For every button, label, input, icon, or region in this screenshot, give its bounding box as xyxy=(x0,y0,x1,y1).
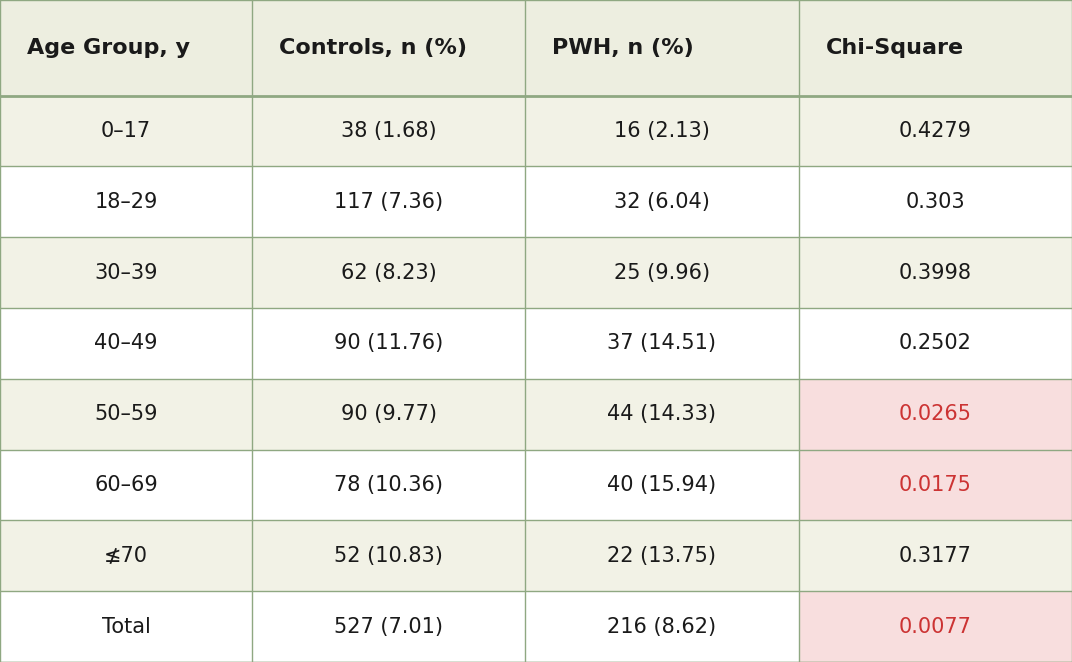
FancyBboxPatch shape xyxy=(525,449,799,520)
FancyBboxPatch shape xyxy=(252,237,525,308)
Text: 0.0077: 0.0077 xyxy=(899,616,971,637)
Text: Chi-Square: Chi-Square xyxy=(825,38,964,58)
FancyBboxPatch shape xyxy=(525,308,799,379)
Text: 0.303: 0.303 xyxy=(906,192,965,212)
FancyBboxPatch shape xyxy=(525,166,799,237)
Text: 78 (10.36): 78 (10.36) xyxy=(334,475,443,495)
FancyBboxPatch shape xyxy=(799,449,1072,520)
Text: 37 (14.51): 37 (14.51) xyxy=(608,334,716,354)
Text: 0.3177: 0.3177 xyxy=(899,545,971,566)
Text: 22 (13.75): 22 (13.75) xyxy=(608,545,716,566)
FancyBboxPatch shape xyxy=(0,237,252,308)
Text: 52 (10.83): 52 (10.83) xyxy=(334,545,443,566)
Text: PWH, n (%): PWH, n (%) xyxy=(552,38,694,58)
FancyBboxPatch shape xyxy=(0,449,252,520)
FancyBboxPatch shape xyxy=(525,0,799,95)
Text: 16 (2.13): 16 (2.13) xyxy=(614,121,710,141)
FancyBboxPatch shape xyxy=(252,166,525,237)
FancyBboxPatch shape xyxy=(0,95,252,166)
Text: 60–69: 60–69 xyxy=(94,475,158,495)
FancyBboxPatch shape xyxy=(0,379,252,449)
Text: 0.2502: 0.2502 xyxy=(899,334,971,354)
FancyBboxPatch shape xyxy=(0,0,252,95)
FancyBboxPatch shape xyxy=(0,520,252,591)
FancyBboxPatch shape xyxy=(252,95,525,166)
Text: Controls, n (%): Controls, n (%) xyxy=(279,38,466,58)
Text: 90 (9.77): 90 (9.77) xyxy=(341,404,436,424)
Text: 90 (11.76): 90 (11.76) xyxy=(334,334,443,354)
FancyBboxPatch shape xyxy=(525,95,799,166)
FancyBboxPatch shape xyxy=(525,237,799,308)
Text: 117 (7.36): 117 (7.36) xyxy=(334,192,443,212)
FancyBboxPatch shape xyxy=(799,237,1072,308)
Text: 527 (7.01): 527 (7.01) xyxy=(334,616,443,637)
Text: ≰70: ≰70 xyxy=(104,545,148,566)
FancyBboxPatch shape xyxy=(525,379,799,449)
FancyBboxPatch shape xyxy=(525,591,799,662)
FancyBboxPatch shape xyxy=(252,449,525,520)
Text: 0–17: 0–17 xyxy=(101,121,151,141)
Text: 30–39: 30–39 xyxy=(94,263,158,283)
Text: 62 (8.23): 62 (8.23) xyxy=(341,263,436,283)
Text: 0.3998: 0.3998 xyxy=(898,263,972,283)
Text: 0.0175: 0.0175 xyxy=(899,475,971,495)
Text: Age Group, y: Age Group, y xyxy=(27,38,190,58)
FancyBboxPatch shape xyxy=(252,379,525,449)
Text: 0.0265: 0.0265 xyxy=(898,404,972,424)
Text: Total: Total xyxy=(102,616,150,637)
FancyBboxPatch shape xyxy=(0,166,252,237)
FancyBboxPatch shape xyxy=(799,95,1072,166)
Text: 32 (6.04): 32 (6.04) xyxy=(614,192,710,212)
Text: 50–59: 50–59 xyxy=(94,404,158,424)
FancyBboxPatch shape xyxy=(799,520,1072,591)
Text: 40 (15.94): 40 (15.94) xyxy=(608,475,716,495)
Text: 40–49: 40–49 xyxy=(94,334,158,354)
FancyBboxPatch shape xyxy=(799,591,1072,662)
FancyBboxPatch shape xyxy=(799,308,1072,379)
Text: 38 (1.68): 38 (1.68) xyxy=(341,121,436,141)
Text: 0.4279: 0.4279 xyxy=(898,121,972,141)
FancyBboxPatch shape xyxy=(252,520,525,591)
FancyBboxPatch shape xyxy=(799,166,1072,237)
Text: 216 (8.62): 216 (8.62) xyxy=(608,616,716,637)
FancyBboxPatch shape xyxy=(799,0,1072,95)
Text: 18–29: 18–29 xyxy=(94,192,158,212)
FancyBboxPatch shape xyxy=(525,520,799,591)
Text: 25 (9.96): 25 (9.96) xyxy=(614,263,710,283)
FancyBboxPatch shape xyxy=(0,308,252,379)
FancyBboxPatch shape xyxy=(252,0,525,95)
FancyBboxPatch shape xyxy=(252,591,525,662)
FancyBboxPatch shape xyxy=(799,379,1072,449)
FancyBboxPatch shape xyxy=(0,591,252,662)
FancyBboxPatch shape xyxy=(252,308,525,379)
Text: 44 (14.33): 44 (14.33) xyxy=(608,404,716,424)
